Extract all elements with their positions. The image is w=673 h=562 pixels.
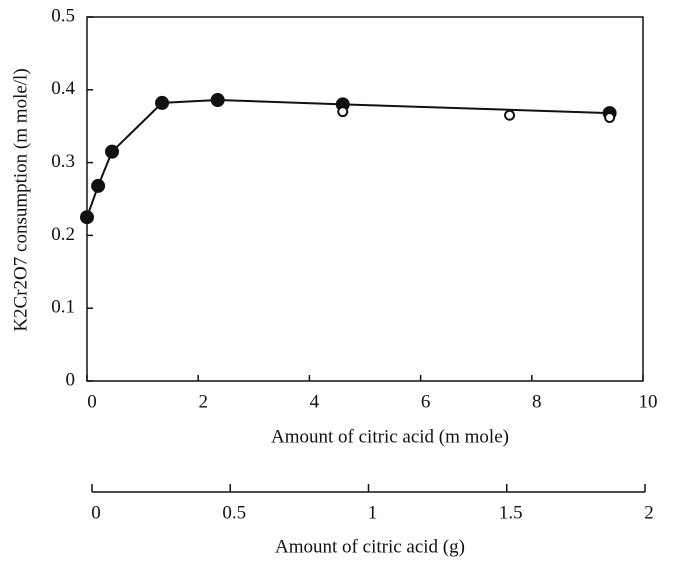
- x2-tick-label: 1.5: [499, 502, 523, 523]
- data-point: [210, 92, 225, 107]
- y-tick-label: 0.3: [51, 151, 75, 172]
- x-tick-label: 8: [532, 391, 542, 412]
- x-tick-label: 0: [87, 391, 97, 412]
- data-point: [504, 109, 516, 121]
- data-point: [91, 178, 106, 193]
- x-tick-label: 4: [310, 391, 320, 412]
- y-tick-label: 0.2: [51, 224, 75, 245]
- x-tick-label: 6: [421, 391, 431, 412]
- data-point: [604, 111, 616, 123]
- data-point: [80, 210, 94, 225]
- x2-tick-label: 1: [368, 502, 378, 523]
- plot-frame: [86, 16, 644, 382]
- x-tick-label: 10: [639, 391, 658, 412]
- y-tick-label: 0.4: [51, 78, 75, 99]
- x-tick-label: 2: [198, 391, 208, 412]
- x2-tick-label: 0: [91, 502, 101, 523]
- data-point: [337, 106, 349, 118]
- y-tick-label: 0.1: [51, 297, 75, 318]
- y-tick-label: 0: [66, 369, 76, 390]
- x2-tick-label: 2: [644, 502, 654, 523]
- data-point: [105, 144, 120, 159]
- y-axis-label: K2Cr2O7 consumption (m mole/l): [10, 68, 31, 331]
- x2-tick-label: 0.5: [222, 502, 246, 523]
- x-axis-label: Amount of citric acid (m mole): [271, 426, 509, 447]
- x2-axis-label: Amount of citric acid (g): [275, 536, 465, 557]
- data-point: [155, 95, 170, 110]
- series-line: [86, 98, 610, 218]
- y-tick-label: 0.5: [51, 5, 75, 26]
